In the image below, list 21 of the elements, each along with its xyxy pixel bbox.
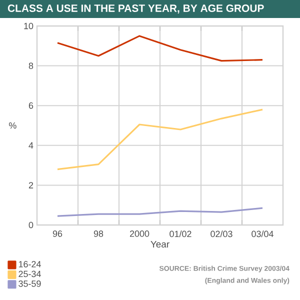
- legend-label: 25-34: [18, 270, 41, 278]
- legend-label: 16-24: [18, 261, 41, 268]
- x-tick-label: 96: [52, 230, 62, 237]
- x-tick-label: 02/03: [210, 230, 232, 238]
- x-tick-label: 03/04: [252, 230, 274, 238]
- line-series: [56, 108, 264, 170]
- y-tick-label: 2: [28, 182, 34, 188]
- legend-label: 35-59: [18, 280, 41, 287]
- y-tick-label: 4: [28, 142, 34, 148]
- y-tick-label: 0: [28, 222, 34, 228]
- x-tick-label: 98: [94, 230, 104, 237]
- line-series: [56, 207, 264, 217]
- x-tick-label: 01/02: [170, 230, 192, 238]
- y-tick-label: 10: [24, 22, 34, 30]
- x-tick-label: 2000: [130, 230, 150, 237]
- x-axis-title: Year: [150, 240, 170, 248]
- line-series: [56, 35, 264, 62]
- chart-title: CLASS A USE IN THE PAST YEAR, BY AGE GROUP: [8, 4, 264, 14]
- y-tick-label: 8: [28, 62, 34, 69]
- y-axis-title: %: [9, 122, 16, 129]
- y-tick-label: 6: [28, 102, 34, 109]
